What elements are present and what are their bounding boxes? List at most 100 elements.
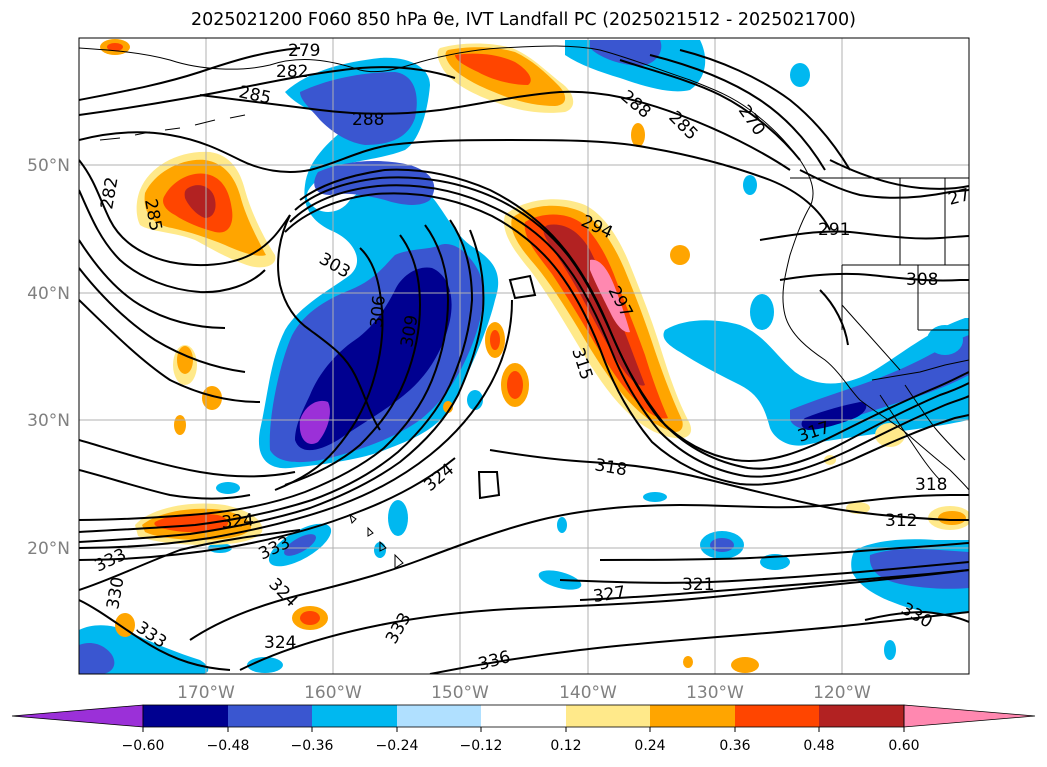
- colorbar-tick-label: 0.24: [634, 738, 665, 754]
- contour-line: [429, 611, 969, 674]
- negative-fill-region: [467, 390, 483, 410]
- contour-label: 324: [221, 510, 255, 533]
- lat-label-50n: 50°N: [27, 156, 70, 176]
- lon-label-130w: 130°W: [686, 683, 744, 703]
- colorbar-swatch: [735, 705, 819, 727]
- negative-fill-region: [643, 492, 667, 502]
- negative-pc-fills: [79, 40, 969, 674]
- contour-line: [79, 159, 291, 267]
- colorbar-tick-label: 0.12: [550, 738, 581, 754]
- contour-line: [864, 610, 969, 623]
- contour-line: [277, 214, 381, 431]
- contour-line: [79, 224, 450, 521]
- north-america-coastline: [782, 209, 969, 491]
- colorbar-tick-label: −0.60: [122, 738, 165, 754]
- contour-line: [508, 274, 537, 300]
- positive-fill-region: [683, 656, 693, 668]
- contour-label: 321: [682, 575, 714, 595]
- lon-label-160w: 160°W: [304, 683, 362, 703]
- positive-fill-region: [490, 330, 500, 350]
- coastlines: [79, 45, 969, 569]
- contour-line: [289, 184, 969, 478]
- us-mexico-border: [871, 359, 969, 381]
- negative-fill-region: [284, 534, 316, 556]
- contour-label: 327: [592, 583, 627, 607]
- positive-fill-region: [938, 511, 966, 525]
- negative-fill-region: [557, 517, 567, 533]
- colorbar-swatch: [819, 705, 904, 727]
- contour-label: 279: [288, 41, 320, 61]
- contour-line: [829, 159, 969, 190]
- contour-label: 291: [818, 220, 850, 240]
- contour-label: 318: [915, 475, 947, 495]
- lat-label-40n: 40°N: [27, 284, 70, 304]
- positive-fill-region: [731, 657, 759, 673]
- positive-fill-region: [590, 259, 630, 333]
- negative-fill-region: [927, 325, 963, 355]
- contour-line: [649, 54, 826, 171]
- positive-fill-region: [174, 415, 186, 435]
- contour-line: [294, 176, 969, 470]
- colorbar-tick-label: 0.48: [803, 738, 834, 754]
- negative-fill-region: [247, 657, 283, 673]
- colorbar-swatch: [397, 705, 481, 727]
- contour-line: [79, 599, 231, 671]
- contour-line: [274, 247, 384, 491]
- hawaii-islands: [349, 513, 404, 569]
- negative-fill-region: [750, 294, 774, 330]
- negative-fill-region: [743, 175, 757, 195]
- colorbar-tick-label: 0.36: [719, 738, 750, 754]
- contour-line: [779, 272, 969, 282]
- aleutian-islands: [99, 114, 246, 141]
- positive-fill-region: [300, 611, 320, 625]
- lat-label-30n: 30°N: [27, 411, 70, 431]
- contour-line: [79, 299, 513, 549]
- colorbar-swatch: [566, 705, 650, 727]
- longitude-labels: 170°W 160°W 150°W 140°W 130°W 120°W: [177, 683, 871, 703]
- contour-line: [679, 49, 851, 171]
- contour-line: [759, 230, 969, 241]
- positive-fill-region: [154, 513, 229, 533]
- positive-fill-region: [107, 43, 123, 51]
- alaska-coastline: [79, 45, 814, 211]
- lon-label-120w: 120°W: [813, 683, 871, 703]
- lon-label-140w: 140°W: [559, 683, 617, 703]
- map-frame: [78, 37, 970, 675]
- colorbar-tick-label: −0.24: [376, 738, 419, 754]
- positive-fill-region: [670, 245, 690, 265]
- contour-line: [284, 192, 969, 486]
- colorbar-swatch: [143, 705, 228, 727]
- contour-line: [284, 234, 422, 486]
- contour-line: [79, 439, 296, 478]
- negative-fill-region: [299, 400, 330, 444]
- negative-fill-region: [295, 267, 452, 451]
- theta-e-contours: [79, 47, 969, 674]
- colorbar-ticks: [142, 727, 905, 732]
- contour-line: [79, 229, 485, 543]
- contour-line: [79, 219, 474, 533]
- colorbar-tick-labels: −0.60 −0.48 −0.36 −0.24 −0.12 0.12 0.24 …: [122, 738, 920, 754]
- positive-fill-region: [455, 53, 531, 85]
- map-content: 279 282 285 288 282 285 303 306 309 294 …: [79, 38, 969, 674]
- latitude-labels: 50°N 40°N 30°N 20°N: [27, 156, 70, 559]
- negative-fill-region: [79, 643, 115, 674]
- negative-fill-region: [790, 335, 969, 430]
- contour-line: [79, 239, 226, 329]
- contour-line: [619, 59, 801, 161]
- contour-line: [79, 529, 301, 591]
- contour-line: [199, 90, 791, 171]
- contour-line: [489, 449, 969, 521]
- colorbar-swatch: [481, 705, 566, 727]
- contour-line: [189, 494, 969, 641]
- colorbar-tick-label: −0.12: [460, 738, 503, 754]
- contour-label: 282: [276, 62, 308, 82]
- negative-fill-region: [590, 40, 662, 66]
- contour-line: [579, 569, 969, 601]
- contour-line: [239, 569, 969, 671]
- positive-fill-region: [184, 185, 216, 218]
- positive-fill-region: [202, 386, 222, 410]
- positive-fill-region: [875, 423, 905, 447]
- contour-line: [819, 289, 849, 346]
- colorbar: −0.60 −0.48 −0.36 −0.24 −0.12 0.12 0.24 …: [11, 704, 1036, 754]
